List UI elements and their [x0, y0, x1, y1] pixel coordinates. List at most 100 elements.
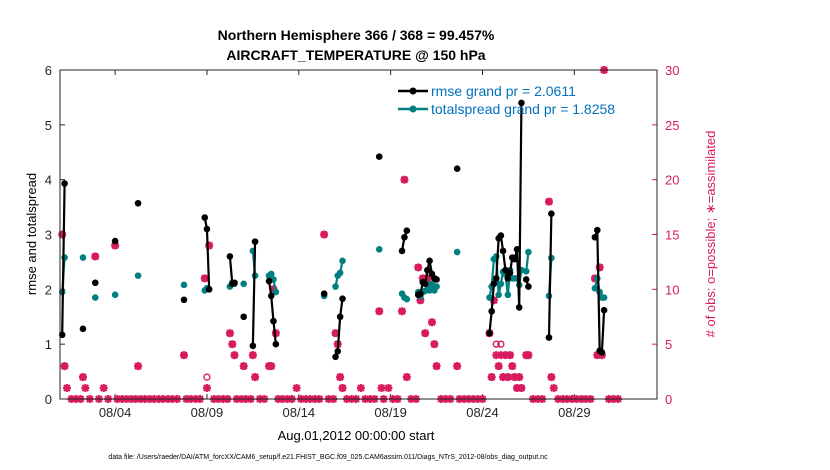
asterisk-stroke [504, 373, 512, 381]
obs-assimilated-marker [228, 340, 237, 349]
obs-assimilated-marker [453, 362, 462, 371]
obs-assimilated-marker [78, 373, 87, 382]
obs-assimilated-marker [398, 307, 407, 316]
rmse-point [548, 210, 555, 217]
asterisk-stroke [432, 362, 441, 370]
rmse-point [201, 214, 209, 221]
asterisk-stroke [267, 362, 276, 370]
rmse-point [134, 199, 142, 207]
obs-assimilated-marker [225, 329, 234, 338]
obs-assimilated-marker [267, 362, 276, 371]
rmse-point [267, 292, 275, 300]
obs-assimilated-marker [202, 384, 211, 393]
y-tick-label: 2 [45, 282, 52, 297]
asterisk-stroke [547, 373, 556, 381]
rmse-point [506, 269, 514, 277]
obs-assimilated-marker [384, 384, 393, 393]
obs-assimilated-marker [430, 340, 439, 349]
y-tick-label: 3 [45, 228, 52, 243]
legend: rmse grand pr = 2.0611 totalspread grand… [398, 83, 615, 117]
obs-assimilated-marker [60, 362, 69, 371]
asterisk-stroke [421, 329, 429, 337]
rmse-point [320, 290, 328, 298]
rmse-point [421, 280, 429, 288]
obs-assimilated-marker [134, 362, 143, 371]
rmse-point [265, 277, 273, 285]
asterisk-stroke [63, 384, 71, 392]
obs-assimilated-marker [179, 351, 188, 360]
obs-assimilated-marker [58, 230, 67, 239]
spread-point [332, 283, 339, 290]
rmse-point [180, 296, 188, 304]
asterisk-stroke [134, 362, 142, 370]
asterisk-stroke [200, 274, 209, 283]
rmse-point [426, 257, 433, 265]
asterisk-stroke [228, 340, 237, 348]
asterisk-stroke [508, 362, 517, 370]
asterisk-stroke [494, 362, 503, 370]
obs-assimilated-marker [487, 373, 496, 382]
rmse-point [504, 275, 512, 282]
asterisk-stroke [251, 373, 259, 381]
asterisk-stroke [292, 384, 301, 392]
asterisk-stroke [377, 384, 386, 392]
asterisk-stroke [428, 318, 436, 327]
rmse-point [91, 279, 99, 287]
rmse-point [270, 317, 277, 325]
obs-assimilated-marker [402, 373, 411, 382]
spread-point [591, 284, 599, 292]
data-file-footer: data file: /Users/raeder/DAI/ATM_forcXX/… [108, 454, 548, 461]
asterisk-stroke [453, 362, 461, 370]
rmse-point [339, 295, 346, 302]
rmse-point [518, 99, 525, 107]
rmse-point [511, 255, 518, 263]
asterisk-stroke [430, 340, 439, 348]
rmse-point [334, 347, 342, 355]
x-tick-label: 08/09 [191, 405, 224, 420]
obs-assimilated-marker [239, 362, 248, 371]
obs-assimilated-marker [375, 307, 384, 316]
asterisk-stroke [400, 175, 409, 184]
spread-point [91, 294, 99, 301]
rmse-line [251, 241, 257, 346]
asterisk-stroke [91, 252, 100, 261]
chart-title: Northern Hemisphere 366 / 368 = 99.457% [218, 27, 495, 43]
spread-point [180, 281, 188, 289]
x-tick-label: 08/14 [283, 405, 316, 420]
rmse-point [251, 238, 259, 245]
x-tick-label: 08/19 [374, 405, 407, 420]
asterisk-stroke [524, 351, 533, 359]
asterisk-stroke [338, 384, 347, 392]
rmse-point [111, 237, 119, 245]
asterisk-stroke [398, 307, 406, 316]
spread-point [240, 280, 247, 288]
spread-point [375, 246, 383, 253]
rmse-point [497, 232, 505, 239]
rmse-point [424, 266, 431, 274]
rmse-point [375, 153, 383, 160]
rmse-point [61, 180, 68, 187]
legend-spread-marker [409, 105, 417, 113]
obs-assimilated-marker [336, 373, 345, 382]
asterisk-stroke [487, 373, 496, 381]
obs-assimilated-marker [292, 384, 301, 393]
obs-assimilated-marker [427, 318, 436, 327]
obs-assimilated-marker [414, 263, 423, 272]
obs-assimilated-marker [503, 373, 512, 382]
asterisk-stroke [375, 307, 384, 316]
plot-area [60, 70, 657, 399]
y-right-tick-label: 20 [665, 173, 679, 188]
obs-assimilated-marker [494, 362, 503, 371]
rmse-point [336, 313, 344, 321]
asterisk-stroke [239, 362, 248, 370]
rmse-point [453, 165, 461, 172]
asterisk-stroke [384, 384, 393, 392]
spread-point [267, 270, 275, 278]
obs-assimilated-marker [421, 329, 430, 338]
y-right-tick-label: 25 [665, 118, 679, 133]
obs-possible-marker [203, 373, 211, 381]
y-right-axis-label: # of obs: o=possible; ∗=assimilated [703, 131, 718, 338]
asterisk-stroke [517, 384, 526, 392]
obs-assimilated-marker [506, 351, 515, 360]
rmse-point [203, 225, 211, 233]
